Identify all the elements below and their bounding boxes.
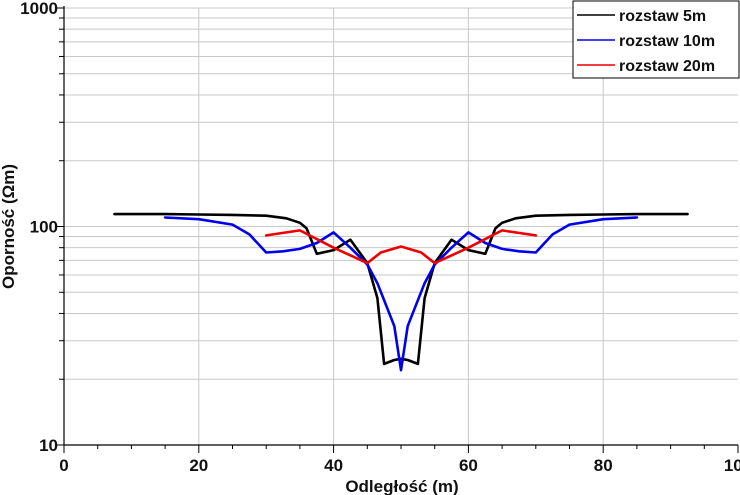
- y-tick-label: 100: [30, 218, 58, 237]
- series-line-2: [163, 216, 639, 372]
- legend-label-2: rozstaw 10m: [619, 33, 715, 50]
- y-tick-label: 10: [39, 436, 58, 455]
- x-tick-label: 100: [724, 456, 740, 475]
- legend-label-3: rozstaw 20m: [619, 58, 715, 75]
- x-tick-label: 40: [324, 456, 343, 475]
- x-tick-label: 20: [189, 456, 208, 475]
- series-line-3: [264, 229, 538, 265]
- y-axis-title: Oporność (Ωm): [0, 164, 18, 289]
- x-tick-label: 0: [59, 456, 68, 475]
- x-tick-label: 80: [594, 456, 613, 475]
- legend-label-1: rozstaw 5m: [619, 8, 706, 25]
- y-tick-label: 1000: [20, 0, 58, 18]
- x-tick-label: 60: [459, 456, 478, 475]
- legend: rozstaw 5m rozstaw 10m rozstaw 20m: [572, 0, 740, 79]
- x-axis-title: Odległość (m): [345, 477, 458, 495]
- series-line-1: [113, 212, 689, 366]
- series-layer: [113, 212, 689, 372]
